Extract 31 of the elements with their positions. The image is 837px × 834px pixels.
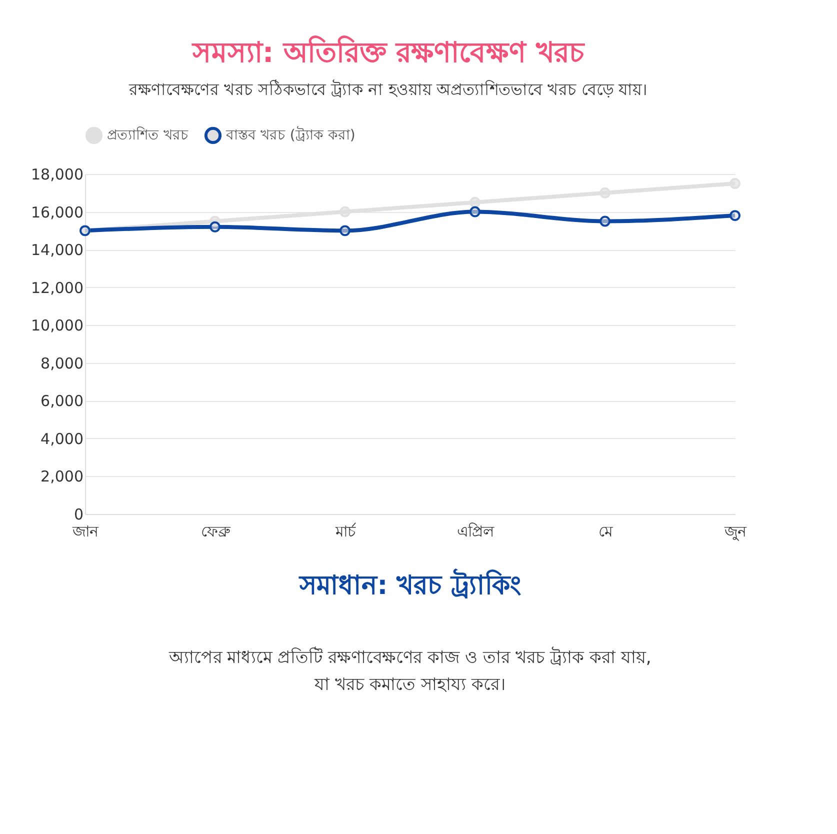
y-tick-label: 2,000 [40,468,84,486]
point [340,225,350,236]
chart-subtitle: রক্ষণাবেক্ষণের খরচ সঠিকভাবে ট্র্যাক না হওয়ায় অপ্রত্যাশিতভাবে খরচ বেড়ে যায়। [128,80,648,99]
point [210,221,220,232]
x-tick-label: মার্চ [334,522,356,540]
x-tick-label: মে [598,522,614,540]
point [730,210,740,222]
point [470,206,480,218]
y-tick-label: 4,000 [40,430,84,448]
y-tick-label: 12,000 [31,278,84,297]
x-tick-label: জান [72,522,100,540]
y-tick-label: 8,000 [40,354,84,372]
x-tick-label: জুন [724,522,748,540]
legend-label: বাস্তব খরচ (ট্র্যাক করা) [225,126,356,144]
text: অ্যাপের মাধ্যমে প্রতিটি রক্ষণাবেক্ষণের কাজ ও তার খরচ ট্র্যাক করা যায়, যা খরচ কমাতে সাহায্য করে। [168,647,652,695]
y-tick-label: 6,000 [40,392,84,410]
y-tick-label: 18,000 [31,166,84,184]
text: সমাধান: খরচ ট্র্যাকিং [298,568,521,601]
point [340,206,350,218]
point [600,187,610,198]
y-tick-label: 10,000 [31,316,84,335]
point [730,178,740,189]
y-tick-label: 0 [74,506,84,524]
x-tick-label: ফেব্রু [201,522,231,540]
y-tick-label: 14,000 [31,241,84,260]
legend-label: প্রত্যাশিত খরচ [107,126,188,144]
chart-title: সমস্যা: অতিরিক্ত রক্ষণাবেক্ষণ খরচ [192,35,585,69]
x-tick-label: এপ্রিল [457,522,495,540]
y-tick-label: 16,000 [31,203,84,222]
point [470,196,480,208]
point [600,216,610,227]
